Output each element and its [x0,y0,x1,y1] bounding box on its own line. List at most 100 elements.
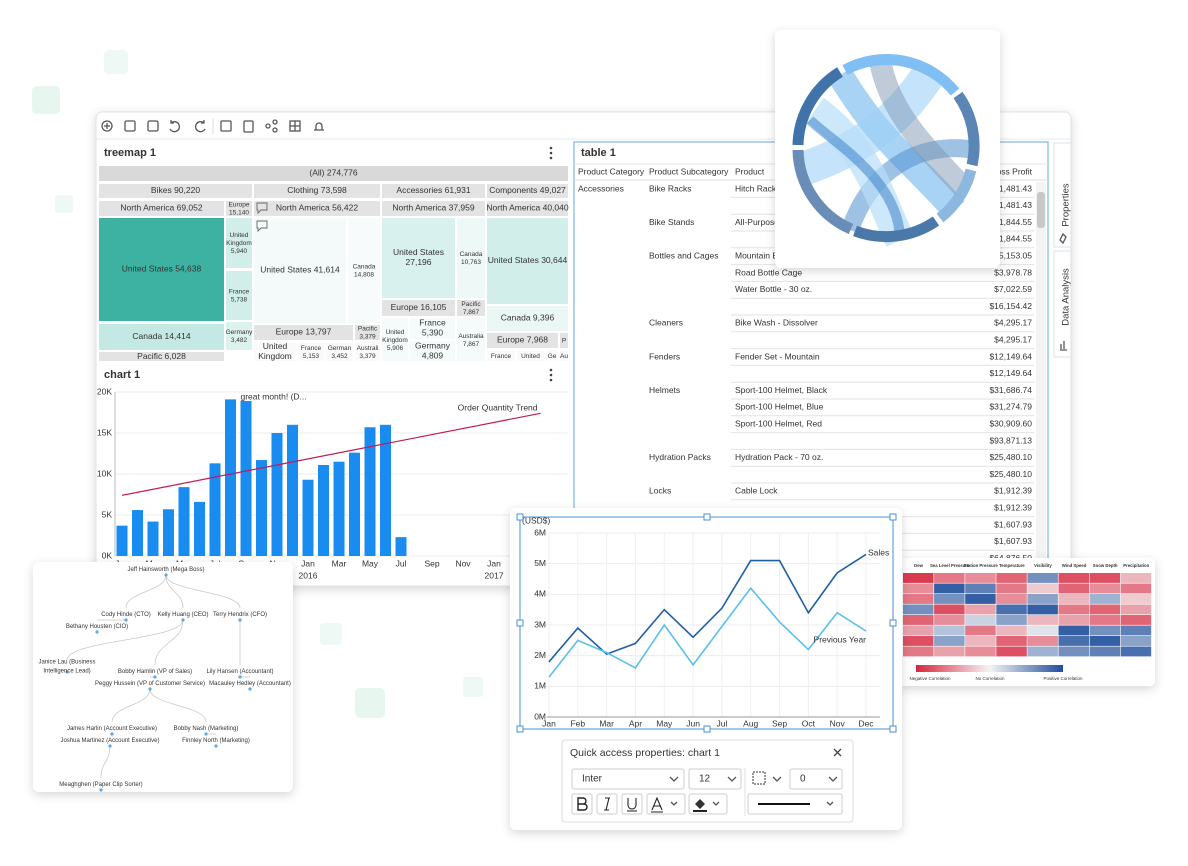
tab[interactable] [1053,142,1072,248]
treemap-label: P [562,337,566,344]
treemap-label: North America 56,422 [276,203,358,213]
treemap-panel: treemap 1 (All) 274,776 Bikes 90,220 Cloth… [99,146,569,361]
table-cell: $1,607.93 [994,536,1032,546]
treemap-label-line: France [301,345,322,352]
heatmap-cell [1058,646,1089,657]
bar [132,510,143,556]
heatmap-cell [1058,573,1089,583]
org-node-label: Finnley North (Marketing) [182,738,250,744]
treemap-label: Canada 14,414 [132,331,190,341]
treemap-cell [487,333,558,348]
treemap-label: United Kingdom 5,940 [226,232,252,255]
bar [116,525,128,556]
heatmap-cell [1120,615,1152,625]
tab-label[interactable]: Data Analysis [1061,268,1072,326]
heatmap-cell [1058,604,1089,615]
heatmap-cell [934,583,965,594]
treemap-label-line: P [562,337,566,344]
x-tick-label: Jul [396,558,407,568]
x-tick-label: Feb [570,718,585,728]
org-node-dot [124,618,128,622]
close-button[interactable] [833,748,842,757]
treemap-label-line: France [491,353,512,360]
panel-title: chart 1 [104,369,140,381]
treemap-label: Canada 10,763 [460,251,483,266]
table-cell: Sport-100 Helmet, Red [735,418,822,428]
table-cell: $1,844.55 [994,234,1032,244]
org-node-line: Intelligence Lead) [43,668,90,674]
heatmap-cell [1089,625,1121,636]
treemap-label-line: Australia [458,333,484,340]
heatmap-cell [1027,573,1058,583]
font-dropdown[interactable] [571,768,685,790]
treemap-label-line: North America 56,422 [276,203,358,213]
treemap-label-line: Clothing 73,598 [287,185,347,195]
org-edge [66,619,184,661]
treemap-label-line: United [263,341,288,351]
toolbar[interactable] [101,118,324,134]
column-header: Product [735,166,765,176]
border-dropdown[interactable] [752,771,782,785]
bar [287,424,298,556]
org-node-dot [99,788,103,792]
treemap-label: Pacific 7,867 [461,301,481,316]
font-value: Inter [582,774,603,785]
treemap-cell [348,218,380,323]
heatmap-cell [965,573,996,583]
treemap-label-line: Canada [353,263,376,270]
bar [194,501,205,556]
heatmap-cell [903,604,934,615]
treemap-label-line: Bikes 90,220 [151,185,200,195]
bar [318,464,329,556]
bar [256,460,267,556]
org-node-label: Peggy Hussein (VP of Customer Service) [95,681,205,687]
treemap-label: Europe 7,968 [497,335,548,345]
heatmap-cell [1027,583,1058,594]
table-cell: Fender Set - Mountain [735,351,820,361]
heatmap-cell [1027,636,1058,646]
treemap-cells: (All) 274,776 Bikes 90,220 Clothing 73,598… [99,166,569,361]
kebab-menu[interactable] [549,146,553,160]
treemap-label-line: German [328,345,352,352]
treemap-label: United States 41,614 [260,265,340,275]
border-width-dropdown[interactable] [789,768,843,790]
org-node-line: Terry Hendrix (CFO) [213,612,267,618]
treemap-label-line: 14,808 [354,271,374,278]
treemap-cell [254,201,380,216]
x-tick-label: Dec [858,718,874,728]
y-tick-label: 5K [102,509,113,519]
treemap-label-line: 4,809 [422,351,444,361]
tab[interactable] [1053,250,1072,358]
treemap-label-line: Europe 16,105 [391,302,447,312]
heatmap-cell [965,625,996,636]
org-node-label: Kelly Huang (CEO) [157,612,208,618]
heatmap-cell [965,604,996,615]
heatmap-cell [1089,583,1121,594]
treemap-label: North America 40,040 [486,203,568,213]
org-edge [100,745,111,779]
table-cell: Road Bottle Cage [735,267,802,277]
org-node-label: Meaghghen (Paper Clip Sorter) [59,782,142,788]
treemap-label-line: Pacific 6,028 [137,351,186,361]
heatmap-cell [996,583,1027,594]
selection-box[interactable] [516,513,897,733]
size-dropdown[interactable] [688,768,742,790]
table-cell: $4,295.17 [994,334,1032,344]
scrollbar-thumb[interactable] [1037,192,1045,228]
treemap-label-line: 10,763 [461,259,481,266]
treemap-label-line: North America 37,959 [392,203,474,213]
table-cell: Water Bottle - 30 oz. [735,284,812,294]
org-node-dot [238,675,242,679]
treemap-cell [517,350,544,361]
treemap-label: Canada 14,808 [353,263,376,278]
table-cell: $1,844.55 [994,217,1032,227]
tab-label[interactable]: Properties [1061,183,1072,227]
kebab-menu[interactable] [549,368,553,382]
treemap-label-line: Canada 9,396 [501,313,555,323]
column-header: Gross Profit [987,166,1033,176]
table-cell: Hitch Rack - 4-Bike [735,183,808,193]
treemap-cell [226,201,252,216]
treemap-label-line: 7,867 [463,309,480,316]
treemap-label: German 3,452 [328,345,352,360]
